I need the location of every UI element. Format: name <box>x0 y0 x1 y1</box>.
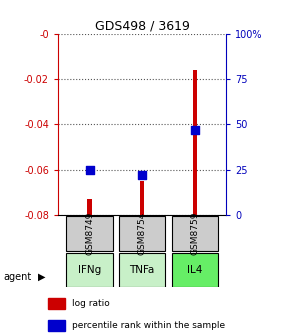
Text: log ratio: log ratio <box>72 299 110 308</box>
Point <box>140 172 144 178</box>
Text: GSM8759: GSM8759 <box>190 212 199 255</box>
Text: GSM8754: GSM8754 <box>137 212 147 255</box>
Bar <box>119 253 165 287</box>
Text: agent: agent <box>3 272 31 282</box>
Text: TNFa: TNFa <box>129 265 155 275</box>
Text: ▶: ▶ <box>38 272 46 282</box>
Bar <box>140 181 144 215</box>
Bar <box>66 253 113 287</box>
Bar <box>172 216 218 251</box>
Text: percentile rank within the sample: percentile rank within the sample <box>72 321 226 330</box>
Bar <box>119 216 165 251</box>
Bar <box>172 253 218 287</box>
Point <box>192 127 197 132</box>
Bar <box>48 298 65 309</box>
Bar <box>48 320 65 331</box>
Text: IFNg: IFNg <box>78 265 101 275</box>
Bar <box>88 199 92 215</box>
Bar <box>193 70 197 215</box>
Title: GDS498 / 3619: GDS498 / 3619 <box>95 19 190 33</box>
Text: IL4: IL4 <box>187 265 202 275</box>
Point <box>87 167 92 172</box>
Bar <box>66 216 113 251</box>
Text: GSM8749: GSM8749 <box>85 212 94 255</box>
